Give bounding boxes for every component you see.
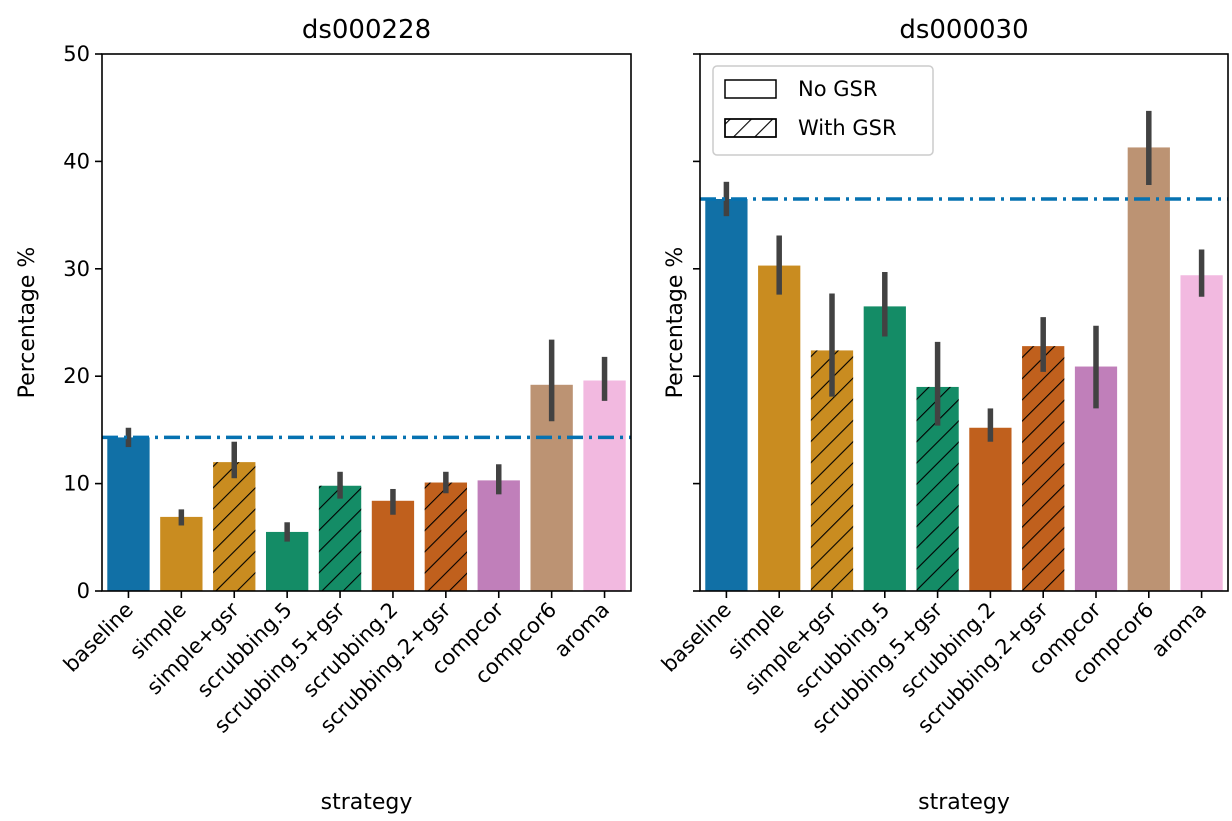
legend-swatch-hatch bbox=[724, 118, 777, 138]
bar-scrubbing-5 bbox=[863, 306, 906, 591]
bar-aroma bbox=[1180, 275, 1223, 591]
x-tick-label: aroma bbox=[1147, 598, 1212, 663]
chart-panel-2: ds000030baselinesimplesimple+gsrscrubbin… bbox=[657, 15, 1229, 815]
bar-hatch-simple-gsr bbox=[213, 462, 256, 591]
x-tick-label: aroma bbox=[550, 598, 615, 663]
y-tick-label: 20 bbox=[63, 364, 90, 388]
legend-swatch bbox=[724, 79, 777, 99]
x-axis-label: strategy bbox=[321, 790, 413, 815]
bar-baseline bbox=[107, 437, 150, 591]
bar-simple bbox=[758, 265, 801, 591]
chart-panel-1: ds00022801020304050baselinesimplesimple+… bbox=[15, 15, 632, 815]
y-axis-label: Percentage % bbox=[663, 247, 688, 399]
y-tick-label: 40 bbox=[63, 149, 90, 173]
y-axis-label: Percentage % bbox=[15, 247, 40, 399]
x-axis-label: strategy bbox=[918, 790, 1010, 815]
bar-scrubbing-2 bbox=[969, 427, 1012, 591]
bar-simple bbox=[160, 516, 203, 591]
legend-label: No GSR bbox=[798, 77, 877, 101]
bar-hatch-scrubbing-2-gsr bbox=[1022, 346, 1065, 591]
y-tick-label: 50 bbox=[63, 42, 90, 66]
chart-title: ds000228 bbox=[302, 15, 431, 45]
bar-compcor6 bbox=[1127, 147, 1170, 592]
bar-compcor bbox=[477, 480, 520, 591]
x-tick-label: baseline bbox=[59, 598, 138, 677]
bar-baseline bbox=[705, 198, 748, 592]
y-tick-label: 0 bbox=[77, 579, 90, 603]
y-tick-label: 30 bbox=[63, 257, 90, 281]
axes-frame bbox=[699, 53, 1229, 592]
bar-hatch-scrubbing-2-gsr bbox=[424, 482, 468, 591]
y-tick-label: 10 bbox=[63, 472, 90, 496]
bar-hatch-scrubbing-5-gsr bbox=[318, 485, 362, 591]
legend-label: With GSR bbox=[798, 116, 897, 140]
chart-title: ds000030 bbox=[899, 15, 1028, 45]
bar-scrubbing-2 bbox=[371, 500, 415, 591]
axes-frame bbox=[101, 53, 632, 592]
x-tick-label: baseline bbox=[657, 598, 736, 677]
bar-scrubbing-5 bbox=[265, 531, 309, 591]
bar-aroma bbox=[583, 380, 626, 591]
legend: No GSR With GSR bbox=[712, 65, 934, 156]
